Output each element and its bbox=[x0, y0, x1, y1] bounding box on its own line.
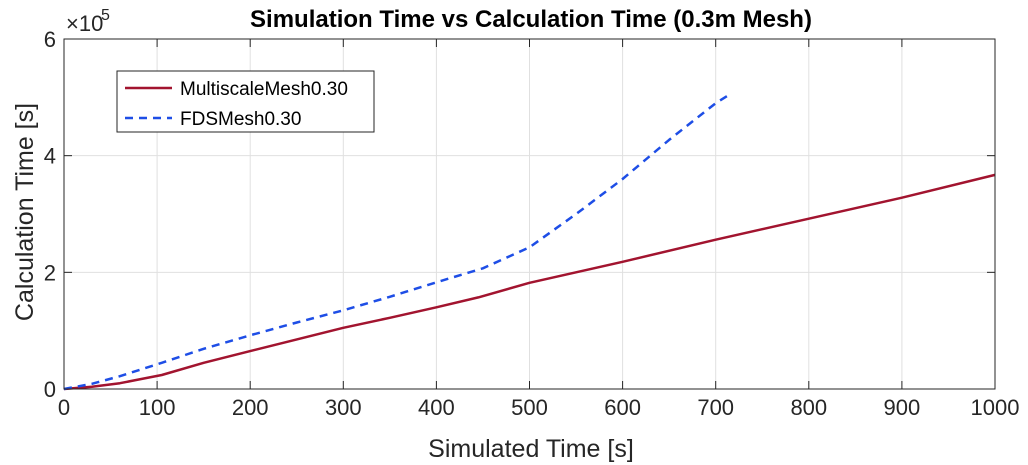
x-tick-label: 700 bbox=[697, 395, 734, 420]
legend-box bbox=[116, 70, 375, 133]
y-exponent: ×10 5 bbox=[66, 7, 110, 36]
tick-labels: 0 100 200 300 400 500 600 700 800 900 1000 0 2 4 6 bbox=[44, 27, 1020, 420]
x-tick-label: 0 bbox=[58, 395, 70, 420]
legend-label-multiscale: MultiscaleMesh0.30 bbox=[180, 79, 348, 100]
x-tick-label: 200 bbox=[232, 395, 269, 420]
x-tick-label: 400 bbox=[418, 395, 455, 420]
x-tick-label: 900 bbox=[884, 395, 921, 420]
x-tick-label: 100 bbox=[139, 395, 176, 420]
series-line-1 bbox=[63, 95, 728, 391]
y-tick-label: 6 bbox=[44, 27, 56, 52]
legend-label-fds: FDSMesh0.30 bbox=[180, 109, 301, 130]
y-exponent-base: ×10 bbox=[66, 11, 103, 36]
chart-title: Simulation Time vs Calculation Time (0.3… bbox=[250, 6, 812, 33]
x-tick-label: 600 bbox=[604, 395, 641, 420]
y-exponent-power: 5 bbox=[101, 7, 110, 24]
x-tick-label: 800 bbox=[790, 395, 827, 420]
x-tick-label: 300 bbox=[325, 395, 362, 420]
y-axis-label: Calculation Time [s] bbox=[11, 103, 39, 321]
y-tick-label: 2 bbox=[44, 260, 56, 285]
y-tick-label: 0 bbox=[44, 377, 56, 402]
y-tick-label: 4 bbox=[44, 144, 56, 169]
x-tick-label: 500 bbox=[511, 395, 548, 420]
series-group bbox=[63, 95, 996, 391]
x-tick-label: 1000 bbox=[971, 395, 1020, 420]
series-line-0 bbox=[63, 173, 996, 391]
x-axis-label: Simulated Time [s] bbox=[428, 435, 634, 463]
legend: MultiscaleMesh0.30 FDSMesh0.30 bbox=[116, 70, 375, 133]
